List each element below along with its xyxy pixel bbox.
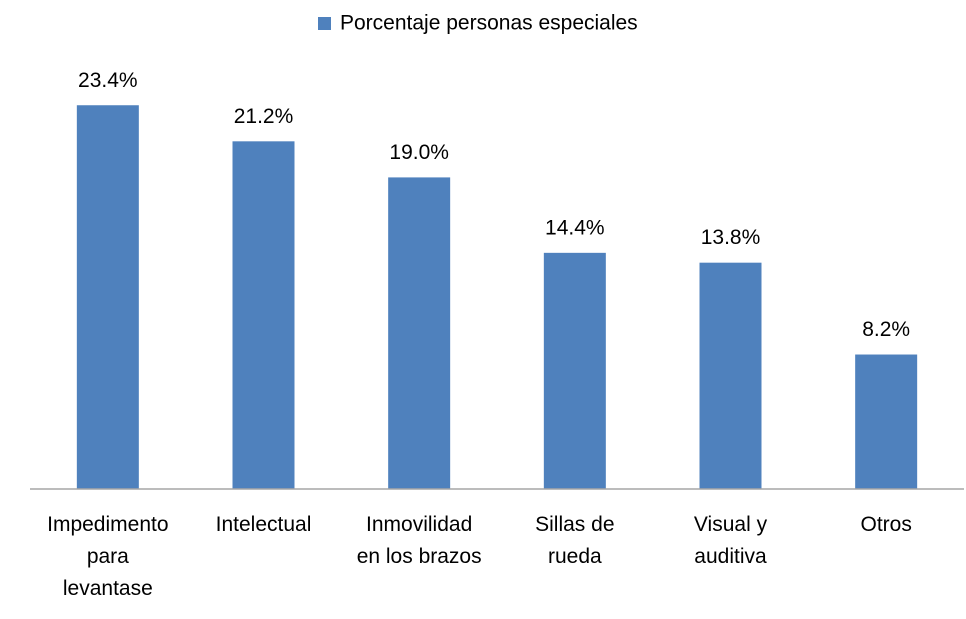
bar <box>388 177 451 489</box>
value-label: 13.8% <box>701 226 761 249</box>
x-tick-label: Sillas de rueda <box>535 513 615 568</box>
value-label: 23.4% <box>78 69 138 92</box>
x-tick-label: Intelectual <box>215 513 312 536</box>
bar <box>855 354 918 489</box>
x-tick-label: Impedimento para levantase <box>47 513 169 600</box>
x-tick-label: Visual y auditiva <box>693 513 768 568</box>
bar <box>699 262 762 489</box>
bar <box>76 105 139 490</box>
bar <box>543 252 606 489</box>
legend-swatch <box>318 17 331 30</box>
bar <box>232 141 295 489</box>
value-label: 8.2% <box>862 318 910 341</box>
legend-label: Porcentaje personas especiales <box>340 12 638 35</box>
x-tick-label: Inmovilidad en los brazos <box>356 513 482 568</box>
value-label: 21.2% <box>234 105 294 128</box>
x-tick-label: Otros <box>860 513 912 536</box>
value-label: 19.0% <box>389 141 449 164</box>
value-label: 14.4% <box>545 216 605 239</box>
